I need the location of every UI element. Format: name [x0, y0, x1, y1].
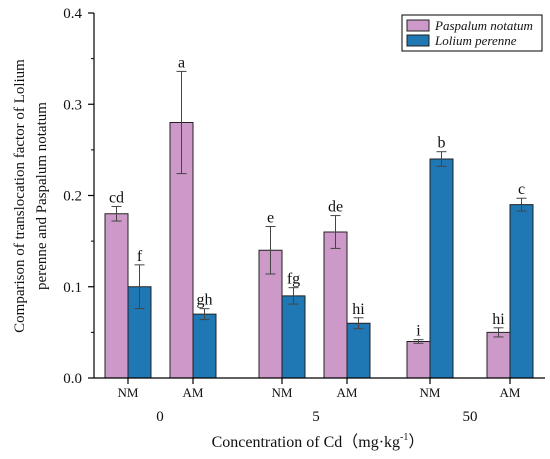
significance-letter: gh [197, 292, 213, 309]
bar [192, 313, 217, 379]
bar [406, 341, 431, 379]
significance-letter: e [267, 210, 274, 227]
y-tick-label: 0.2 [63, 189, 82, 205]
x-tick-label: AM [337, 385, 358, 400]
y-tick-label: 0.1 [63, 280, 82, 296]
significance-letter: cd [109, 189, 124, 206]
bars-layer: cd a e de i hi f gh fg hi b c [104, 54, 534, 379]
bar [429, 158, 454, 379]
y-tick-label: 0.3 [63, 97, 82, 113]
significance-letter: i [416, 323, 421, 340]
y-axis-title-line: Comparison of translocation factor of Lo… [12, 59, 28, 333]
x-group-label: 50 [463, 409, 478, 425]
bar [323, 231, 348, 379]
x-tick-label: AM [500, 385, 521, 400]
y-tick-label: 0.0 [63, 371, 82, 387]
x-group-label: 0 [156, 409, 164, 425]
y-axis-title-line: perenne and Paspalum notatum [34, 102, 50, 290]
significance-letter: f [137, 248, 143, 265]
significance-letter: b [438, 135, 446, 152]
axis-titles: Concentration of Cd（mg·kg-1） Comparison o… [12, 59, 424, 451]
significance-letter: hi [492, 311, 505, 328]
x-tick-label: AM [183, 385, 204, 400]
legend-swatch [406, 19, 430, 32]
legend-label: Paspalum notatum [434, 18, 533, 33]
x-group-label: 5 [312, 409, 320, 425]
y-tick-label: 0.4 [63, 6, 82, 22]
significance-letter: fg [287, 271, 300, 288]
significance-letter: hi [352, 301, 365, 318]
bar [104, 213, 129, 379]
x-axis-title: Concentration of Cd（mg·kg-1） [212, 432, 425, 451]
significance-letter: c [518, 181, 525, 198]
bar [346, 322, 371, 379]
x-axis-title-suffix: ） [408, 433, 424, 451]
x-axis-title-superscript: -1 [400, 432, 408, 443]
x-tick-label: NM [272, 385, 293, 400]
bar [281, 295, 306, 379]
x-axis-title-main: Concentration of Cd（mg·kg [212, 433, 400, 451]
legend-swatch [406, 34, 430, 47]
x-tick-label: NM [420, 385, 441, 400]
bar [509, 204, 534, 379]
x-tick-label: NM [118, 385, 139, 400]
axes-layer: 0.0 0.1 0.2 0.3 0.4 NM AM NM AM NM AM 0 5 50 [63, 6, 545, 425]
bar [486, 331, 511, 379]
significance-letter: de [328, 199, 343, 216]
significance-letter: a [178, 54, 185, 71]
legend-label: Lolium perenne [434, 33, 517, 48]
